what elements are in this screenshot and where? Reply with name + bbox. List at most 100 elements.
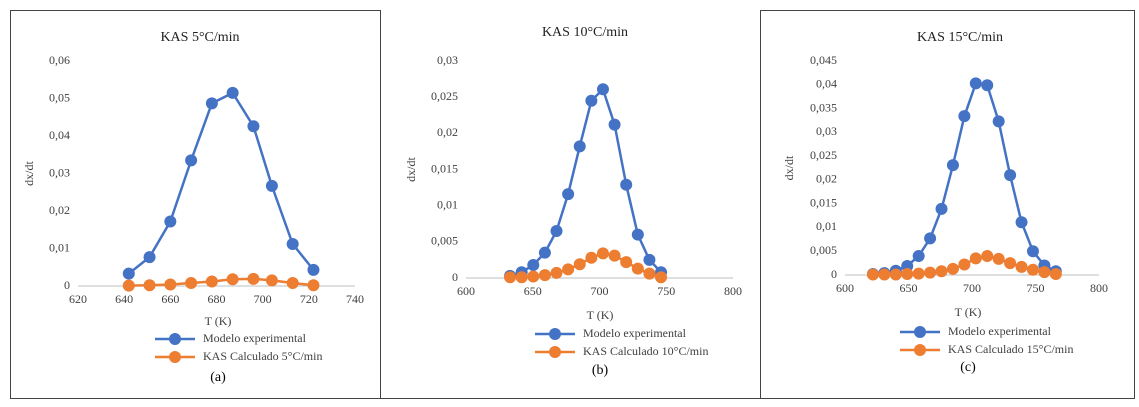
legend-marker <box>914 326 926 338</box>
x-tick-label: 700 <box>963 281 981 295</box>
marker <box>992 115 1005 128</box>
marker <box>608 249 621 262</box>
y-tick-label: 0,01 <box>437 197 458 211</box>
marker <box>620 178 633 191</box>
y-tick-label: 0,025 <box>810 148 837 162</box>
marker <box>935 202 948 215</box>
marker <box>247 272 260 285</box>
y-tick-label: 0,045 <box>810 53 837 67</box>
marker <box>185 277 198 289</box>
marker <box>527 258 540 271</box>
marker <box>643 267 656 280</box>
marker <box>265 274 278 287</box>
marker <box>538 246 551 259</box>
marker <box>247 120 260 133</box>
marker <box>901 268 914 281</box>
y-tick-label: 0,03 <box>49 165 70 179</box>
y-tick-label: 0,025 <box>431 89 458 103</box>
marker <box>562 188 575 201</box>
marker <box>992 252 1005 265</box>
marker <box>878 268 891 281</box>
y-tick-label: 0 <box>831 267 837 281</box>
marker <box>143 251 156 264</box>
y-tick-label: 0,06 <box>49 53 70 67</box>
x-tick-label: 800 <box>1090 281 1108 295</box>
marker <box>631 262 644 275</box>
marker <box>655 271 668 284</box>
legend-label: Modelo experimental <box>948 324 1052 338</box>
marker <box>912 267 925 280</box>
marker <box>573 140 586 153</box>
y-tick-label: 0,035 <box>810 100 837 114</box>
y-tick-label: 0,01 <box>816 219 837 233</box>
y-tick-label: 0,04 <box>816 77 837 91</box>
marker <box>226 86 239 99</box>
marker <box>935 265 948 278</box>
marker <box>924 232 937 245</box>
legend-label: KAS Calculado 5°C/min <box>203 349 322 363</box>
marker <box>562 263 575 276</box>
marker <box>969 252 982 265</box>
legend-marker <box>169 333 181 345</box>
x-tick-label: 740 <box>346 292 364 306</box>
marker <box>527 270 540 283</box>
marker <box>620 256 633 269</box>
marker <box>164 215 177 228</box>
marker <box>981 79 994 92</box>
marker <box>205 275 218 288</box>
caption: (a) <box>210 370 226 385</box>
marker <box>550 224 563 237</box>
y-tick-label: 0,04 <box>49 128 70 142</box>
marker <box>538 269 551 282</box>
caption: (c) <box>960 360 976 375</box>
chart-title: KAS 5°C/min <box>160 30 239 45</box>
y-tick-label: 0,03 <box>437 53 458 67</box>
y-tick-label: 0 <box>452 270 458 284</box>
chart-title: KAS 15°C/min <box>917 30 1003 45</box>
marker <box>164 278 177 291</box>
x-tick-label: 750 <box>1027 281 1045 295</box>
marker <box>550 266 563 279</box>
marker <box>969 77 982 90</box>
x-tick-label: 620 <box>69 292 87 306</box>
marker <box>585 251 598 264</box>
marker <box>1004 169 1017 182</box>
marker <box>286 238 299 250</box>
x-tick-label: 700 <box>254 292 272 306</box>
marker <box>307 263 320 276</box>
marker <box>946 159 959 172</box>
y-tick-label: 0 <box>64 278 70 292</box>
marker <box>307 279 320 292</box>
marker <box>1038 266 1051 279</box>
marker <box>596 247 609 260</box>
x-axis-title: T (K) <box>955 305 982 319</box>
legend-marker <box>914 344 926 356</box>
legend-marker <box>549 346 561 358</box>
x-tick-label: 700 <box>591 284 609 298</box>
marker <box>265 179 278 192</box>
legend-label: Modelo experimental <box>203 331 307 345</box>
x-tick-label: 660 <box>161 292 179 306</box>
y-axis-title: dx/dt <box>22 161 36 186</box>
marker <box>958 110 971 123</box>
chart-title: KAS 10°C/min <box>542 25 628 40</box>
x-axis-title: T (K) <box>205 314 232 328</box>
legend-label: Modelo experimental <box>583 326 687 340</box>
legend-label: KAS Calculado 10°C/min <box>583 344 708 358</box>
legend-label: KAS Calculado 15°C/min <box>948 342 1073 356</box>
y-tick-label: 0,005 <box>431 234 458 248</box>
x-tick-label: 600 <box>457 284 475 298</box>
series-line <box>128 277 314 287</box>
y-axis-title: dx/dt <box>404 157 418 182</box>
x-axis-title: T (K) <box>587 308 614 322</box>
series-line <box>509 87 662 278</box>
marker <box>205 97 218 110</box>
x-tick-label: 800 <box>724 284 742 298</box>
marker <box>631 228 644 241</box>
y-tick-label: 0,02 <box>437 125 458 139</box>
y-tick-label: 0,005 <box>810 243 837 257</box>
caption: (b) <box>592 363 609 378</box>
marker <box>1026 263 1039 276</box>
y-tick-label: 0,03 <box>816 124 837 138</box>
marker <box>185 154 198 167</box>
